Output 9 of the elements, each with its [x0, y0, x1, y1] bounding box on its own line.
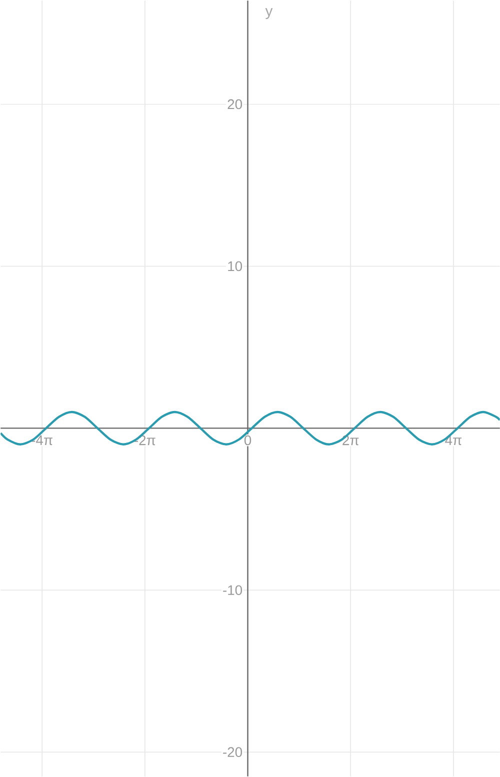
y-tick-label: -20	[222, 747, 242, 758]
line-series	[0, 410, 500, 446]
y-axis-title: y	[265, 8, 272, 20]
y-tick-label: 10	[228, 261, 242, 272]
x-tick-label: -4π	[32, 435, 52, 446]
x-tick-label: 0	[244, 435, 251, 446]
y-tick-label: -10	[222, 585, 242, 596]
x-tick-label: 4π	[444, 435, 462, 446]
y-tick-label: 20	[228, 99, 242, 110]
